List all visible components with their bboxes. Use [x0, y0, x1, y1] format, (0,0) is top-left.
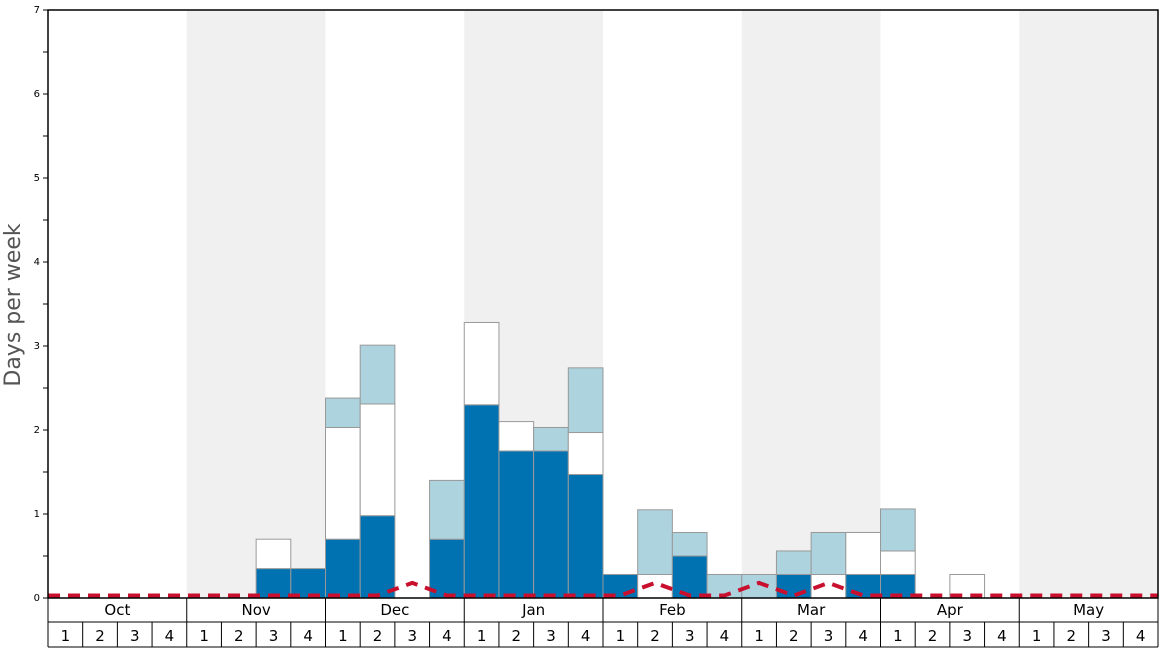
month-bands: [186, 10, 1158, 598]
bar-segment: [845, 531, 881, 575]
bar-segment: [498, 421, 535, 452]
bar-segment: [463, 321, 500, 406]
week-label: 2: [512, 627, 522, 645]
y-tick-label: 6: [34, 89, 40, 100]
week-label: 4: [720, 627, 730, 645]
x-axis: Oct 1 2 3 4 Nov 1 2 3 4 Dec 1 2 3 4 Jan 1 2 3 4 Feb 1 2 3 4 Mar 1 2…: [47, 598, 1159, 648]
week-label: 1: [199, 627, 209, 645]
week-label: 4: [165, 627, 175, 645]
y-tick-label: 4: [34, 257, 40, 268]
bar-segment: [810, 531, 847, 575]
bar-segment: [359, 515, 396, 599]
week-label: 2: [234, 627, 244, 645]
week-label: 2: [95, 627, 105, 645]
bar-segment: [533, 450, 569, 599]
bar-segment: [671, 531, 708, 557]
y-axis: 0 1 2 3 4 5 6 7: [34, 5, 48, 604]
month-label-feb: Feb: [659, 601, 686, 619]
bar-segment: [637, 509, 673, 575]
bar-segment: [255, 538, 292, 570]
week-label: 4: [997, 627, 1007, 645]
y-tick-label: 3: [34, 341, 40, 352]
week-label: 4: [858, 627, 868, 645]
bar-segment: [567, 432, 604, 476]
week-label: 2: [650, 627, 660, 645]
bar-segment: [255, 568, 292, 599]
y-tick-label: 7: [34, 5, 40, 16]
month-band-nov: [186, 10, 326, 598]
week-label: 1: [754, 627, 764, 645]
y-tick-label: 5: [34, 173, 40, 184]
month-label-jan: Jan: [521, 601, 545, 619]
y-tick-label: 1: [34, 509, 40, 520]
bar-segment: [325, 426, 361, 540]
week-label: 1: [61, 627, 71, 645]
bar-segment: [775, 550, 812, 575]
bar-segment: [775, 573, 812, 599]
y-axis-label: Days per week: [1, 223, 26, 386]
bar-segment: [325, 397, 361, 428]
month-label-apr: Apr: [937, 601, 964, 619]
bar-segment: [880, 550, 916, 575]
y-tick-label: 0: [34, 593, 40, 604]
week-label: 4: [1136, 627, 1146, 645]
month-label-mar: Mar: [797, 601, 826, 619]
month-band-may: [1019, 10, 1158, 598]
week-label: 1: [616, 627, 626, 645]
bar-segment: [359, 344, 396, 405]
week-label: 1: [893, 627, 903, 645]
week-label: 4: [442, 627, 452, 645]
bar-segment: [463, 404, 500, 599]
week-label: 2: [373, 627, 383, 645]
month-label-dec: Dec: [380, 601, 409, 619]
week-label: 4: [303, 627, 313, 645]
week-label: 3: [130, 627, 140, 645]
bar-segment: [498, 450, 535, 599]
month-label-may: May: [1073, 601, 1104, 619]
bar-segment: [429, 538, 465, 599]
bar-segment: [359, 403, 396, 517]
week-label: 3: [685, 627, 695, 645]
week-label: 1: [1032, 627, 1042, 645]
week-label: 3: [407, 627, 417, 645]
y-tick-label: 2: [34, 425, 40, 436]
bar-segment: [429, 479, 465, 540]
month-band-mar: [741, 10, 881, 598]
week-label: 1: [477, 627, 487, 645]
week-label: 3: [962, 627, 972, 645]
week-label: 2: [928, 627, 938, 645]
bar-segment: [533, 426, 569, 452]
week-label: 1: [338, 627, 348, 645]
week-label: 3: [824, 627, 834, 645]
week-label: 3: [1101, 627, 1111, 645]
bar-segment: [567, 474, 604, 599]
week-label: 2: [1067, 627, 1077, 645]
week-label: 2: [789, 627, 799, 645]
bar-segment: [671, 555, 708, 599]
bars: [255, 321, 986, 599]
bar-segment: [880, 508, 916, 552]
week-label: 3: [269, 627, 279, 645]
bar-segment: [567, 367, 604, 434]
week-label: 3: [546, 627, 556, 645]
month-label-oct: Oct: [104, 601, 130, 619]
bar-segment: [325, 538, 361, 599]
week-label: 4: [581, 627, 591, 645]
month-label-nov: Nov: [241, 601, 270, 619]
